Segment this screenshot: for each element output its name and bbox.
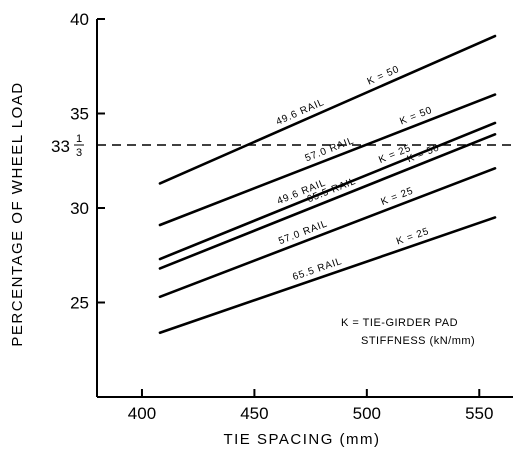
series-line xyxy=(158,132,497,270)
reference-label-whole: 33 xyxy=(51,137,70,156)
x-tick-label: 450 xyxy=(240,404,268,423)
y-axis-label: PERCENTAGE OF WHEEL LOAD xyxy=(9,81,26,346)
series-line xyxy=(158,167,497,299)
legend-note-line2: STIFFNESS (kN/mm) xyxy=(361,335,475,347)
x-axis-label: TIE SPACING (mm) xyxy=(223,431,380,448)
series-line xyxy=(158,216,497,335)
series-k-label: K = 25 xyxy=(395,226,431,247)
x-tick-label: 550 xyxy=(465,404,493,423)
y-tick-label: 30 xyxy=(70,199,89,218)
y-tick-label: 35 xyxy=(70,105,89,124)
series-group xyxy=(158,34,497,335)
reference-label-denominator: 3 xyxy=(76,147,82,159)
series-line xyxy=(158,121,497,261)
series-line xyxy=(158,93,497,227)
y-tick-label: 40 xyxy=(70,10,89,29)
axes: 25 30 35 40 400 450 500 550 xyxy=(70,10,513,423)
x-tick-label: 400 xyxy=(128,404,156,423)
x-tick-label: 500 xyxy=(353,404,381,423)
legend-note-line1: K = TIE-GIRDER PAD xyxy=(341,317,458,329)
y-tick-label: 25 xyxy=(70,294,89,313)
series-line xyxy=(158,34,497,185)
reference-label-numerator: 1 xyxy=(76,133,82,145)
